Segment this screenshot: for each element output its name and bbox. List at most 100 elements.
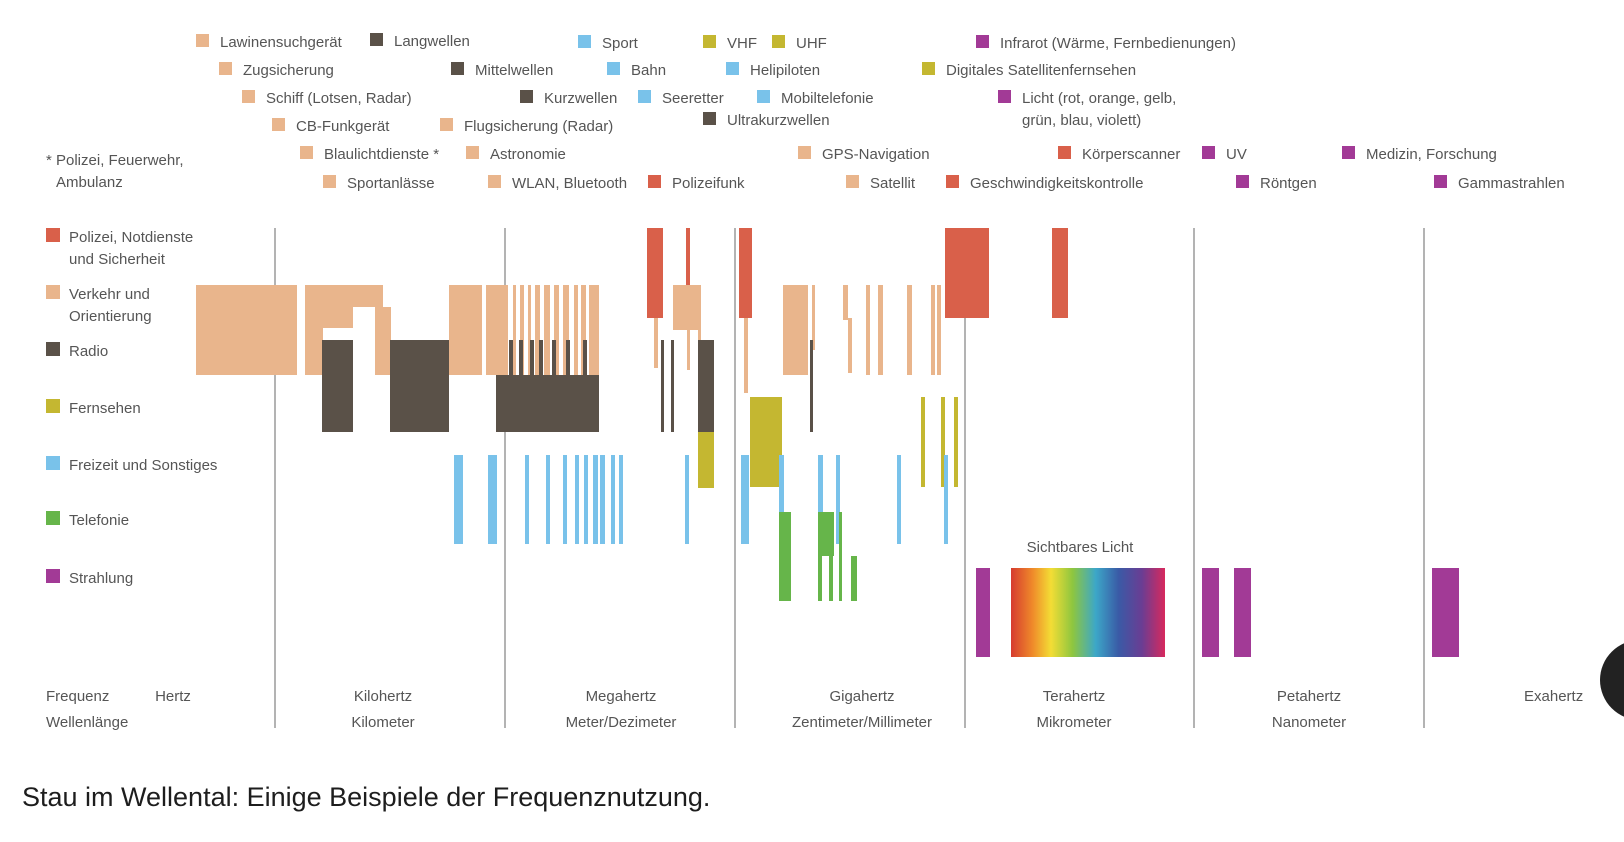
frequency-band-sicherheit — [739, 228, 752, 318]
category-swatch — [46, 285, 60, 299]
frequency-band-strahlung — [1432, 568, 1459, 657]
legend-swatch — [757, 90, 770, 103]
frequency-band-freizeit — [836, 455, 840, 544]
frequency-band-fernsehen — [921, 397, 925, 487]
category-label: Radio — [69, 343, 108, 360]
frequency-band-radio — [539, 340, 543, 375]
frequency-band-freizeit — [944, 455, 948, 544]
frequency-band-verkehr — [937, 285, 941, 375]
frequency-band-freizeit — [685, 455, 689, 544]
frequency-band-radio — [509, 340, 513, 375]
legend-label: Satellit — [870, 175, 916, 192]
axis-unit-wavelength: Kilometer — [351, 714, 414, 731]
frequency-band-sicherheit — [647, 228, 663, 318]
axis-unit-wavelength: Mikrometer — [1036, 714, 1111, 731]
frequency-band-freizeit — [563, 455, 567, 544]
legend-label: Licht (rot, orange, gelb, — [1022, 90, 1176, 107]
frequency-band-radio — [661, 340, 664, 432]
frequency-band-fernsehen — [941, 397, 945, 487]
frequency-band-verkehr — [848, 318, 852, 373]
frequency-band-verkehr — [907, 285, 912, 375]
frequency-band-freizeit — [897, 455, 901, 544]
legend-swatch — [578, 35, 591, 48]
legend-label: CB-Funkgerät — [296, 118, 390, 135]
axis-row-label: Frequenz — [46, 688, 109, 705]
legend-swatch — [772, 35, 785, 48]
frequency-band-verkehr — [574, 285, 578, 375]
legend-label: Röntgen — [1260, 175, 1317, 192]
category-label: Verkehr und — [69, 286, 150, 303]
category-swatch — [46, 511, 60, 525]
frequency-band-verkehr — [812, 285, 815, 350]
frequency-band-verkehr — [520, 285, 524, 375]
frequency-band-verkehr — [783, 285, 808, 375]
frequency-band-verkehr — [931, 285, 935, 375]
legend-label: Gammastrahlen — [1458, 175, 1565, 192]
frequency-band-verkehr — [323, 285, 353, 328]
legend-swatch — [1058, 146, 1071, 159]
legend-swatch — [976, 35, 989, 48]
legend-swatch — [726, 62, 739, 75]
legend-label: Medizin, Forschung — [1366, 146, 1497, 163]
legend-swatch — [703, 112, 716, 125]
legend-label: Blaulichtdienste * — [324, 146, 439, 163]
legend-swatch — [607, 62, 620, 75]
category-label: Freizeit und Sonstiges — [69, 457, 217, 474]
axis-unit-frequency: Kilohertz — [354, 688, 412, 705]
legend-label: Mobiltelefonie — [781, 90, 874, 107]
frequency-band-verkehr — [554, 285, 559, 375]
legend-label: Geschwindigkeitskontrolle — [970, 175, 1143, 192]
frequency-band-verkehr — [698, 285, 701, 340]
axis-unit-frequency: Exahertz — [1524, 688, 1583, 705]
legend-swatch — [703, 35, 716, 48]
frequency-band-verkehr — [449, 285, 482, 375]
frequency-band-verkehr — [843, 285, 848, 320]
legend-swatch — [242, 90, 255, 103]
legend-swatch — [638, 90, 651, 103]
legend-label: VHF — [727, 35, 757, 52]
legend-label: grün, blau, violett) — [1022, 112, 1141, 129]
frequency-band-radio — [496, 375, 599, 432]
axis-unit-frequency: Megahertz — [586, 688, 657, 705]
legend-swatch — [451, 62, 464, 75]
frequency-diagram: Sichtbares Licht Lawinensuchgerät Langwel… — [46, 33, 1583, 731]
frequency-band-strahlung — [976, 568, 990, 657]
legend-swatch — [196, 34, 209, 47]
legend-swatch — [648, 175, 661, 188]
frequency-band-verkehr — [305, 285, 323, 375]
frequency-band-telefonie — [851, 556, 857, 601]
frequency-band-verkehr — [513, 285, 516, 375]
legend-label: Zugsicherung — [243, 62, 334, 79]
legend-label: Mittelwellen — [475, 62, 553, 79]
legend-swatch — [1342, 146, 1355, 159]
frequency-band-fernsehen — [750, 397, 782, 487]
legend-label: Seeretter — [662, 90, 724, 107]
legend-label: Körperscanner — [1082, 146, 1180, 163]
legend-swatch — [1202, 146, 1215, 159]
category-swatch — [46, 399, 60, 413]
frequency-band-freizeit — [584, 455, 588, 544]
frequency-band-radio — [810, 340, 813, 432]
frequency-band-telefonie — [818, 512, 822, 601]
legend-swatch — [440, 118, 453, 131]
legend-swatch — [488, 175, 501, 188]
axis-unit-frequency: Petahertz — [1277, 688, 1341, 705]
legend-label: UHF — [796, 35, 827, 52]
frequency-band-radio — [519, 340, 523, 375]
frequency-band-freizeit — [525, 455, 529, 544]
frequency-band-radio — [322, 340, 353, 432]
visible-light-spectrum — [1011, 568, 1165, 657]
frequency-band-freizeit — [611, 455, 615, 544]
legend-label: Bahn — [631, 62, 666, 79]
legend-label: Infrarot (Wärme, Fernbedienungen) — [1000, 35, 1236, 52]
legend-swatch — [922, 62, 935, 75]
legend-swatch — [1434, 175, 1447, 188]
legend-label: GPS-Navigation — [822, 146, 930, 163]
legend-swatch — [520, 90, 533, 103]
frequency-band-verkehr — [673, 285, 698, 330]
legend-label: Sportanlässe — [347, 175, 435, 192]
frequency-band-fernsehen — [954, 397, 958, 487]
category-label: Fernsehen — [69, 400, 141, 417]
axis-unit-frequency: Terahertz — [1043, 688, 1106, 705]
legend-swatch — [272, 118, 285, 131]
